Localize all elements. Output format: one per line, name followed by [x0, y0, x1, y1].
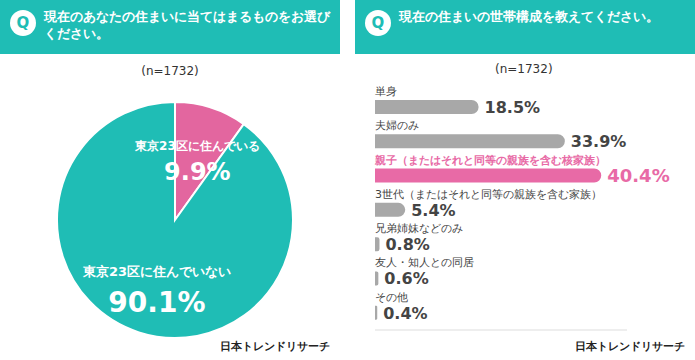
svg-text:夫婦のみ: 夫婦のみ — [375, 119, 419, 132]
html-text:現在のあなたの住まいに当てはまるものをお選びください。: 現在のあなたの住まいに当てはまるものをお選びください。 — [44, 9, 330, 41]
svg-text:3世代（またはそれと同等の親族を含む家族）: 3世代（またはそれと同等の親族を含む家族） — [375, 188, 602, 201]
svg-text:親子（またはそれと同等の親族を含む核家族）: 親子（またはそれと同等の親族を含む核家族） — [374, 154, 606, 167]
svg-text:40.4%: 40.4% — [607, 165, 669, 186]
html-text:日本トレンドリサーチ: 日本トレンドリサーチ — [220, 340, 330, 353]
svg-text:0.4%: 0.4% — [383, 304, 427, 323]
svg-text:33.9%: 33.9% — [571, 132, 627, 151]
svg-text:東京23区に住んでいる: 東京23区に住んでいる — [134, 139, 260, 153]
svg-text:単身: 単身 — [375, 85, 397, 98]
svg-text:友人・知人との同居: 友人・知人との同居 — [375, 256, 474, 269]
svg-text:東京23区に住んでいない: 東京23区に住んでいない — [82, 264, 231, 279]
html-text:Q: Q — [371, 14, 385, 32]
svg-text:0.6%: 0.6% — [384, 269, 428, 288]
svg-text:5.4%: 5.4% — [411, 201, 455, 220]
html-text:(n=1732): (n=1732) — [495, 62, 553, 76]
svg-text:兄弟姉妹などのみ: 兄弟姉妹などのみ — [375, 222, 463, 235]
html-text:(n=1732): (n=1732) — [141, 64, 199, 78]
svg-text:18.5%: 18.5% — [485, 98, 541, 117]
svg-text:9.9%: 9.9% — [164, 158, 231, 186]
svg-text:0.8%: 0.8% — [385, 235, 429, 254]
html-text:Q: Q — [16, 14, 30, 32]
html-text:現在の住まいの世帯構成を教えてください。: 現在の住まいの世帯構成を教えてください。 — [399, 9, 659, 24]
svg-text:90.1%: 90.1% — [108, 286, 205, 319]
html-text:日本トレンドリサーチ: 日本トレンドリサーチ — [575, 340, 685, 353]
svg-text:その他: その他 — [375, 291, 408, 304]
